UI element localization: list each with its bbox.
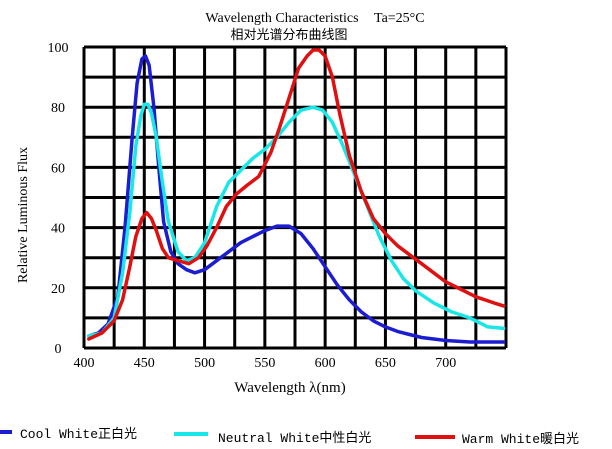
legend-label-cool-white: Cool White正白光 [20, 426, 137, 442]
y-tick-label: 20 [51, 282, 65, 297]
legend-item-cool-white: Cool White正白光 [0, 426, 137, 442]
x-tick-labels: 400 450 500 550 600 650 700 [74, 356, 457, 371]
chart-title-condition: Ta=25°C [374, 11, 425, 26]
chart-subtitle: 相对光谱分布曲线图 [230, 27, 347, 42]
series-line-warm-white [87, 48, 506, 341]
x-tick-label: 500 [194, 356, 215, 371]
legend-label-neutral-white: Neutral White中性白光 [218, 430, 371, 446]
y-tick-labels: 0 20 40 60 80 100 [48, 41, 69, 357]
x-tick-label: 550 [254, 356, 275, 371]
y-tick-label: 40 [51, 222, 65, 237]
y-tick-label: 60 [51, 161, 65, 176]
series-line-cool-white [87, 54, 506, 344]
x-tick-label: 600 [315, 356, 336, 371]
legend-item-neutral-white: Neutral White中性白光 [174, 430, 371, 446]
x-axis-label: Wavelength λ(nm) [234, 380, 345, 396]
series-lines [87, 48, 506, 344]
y-axis-label: Relative Luminous Flux [16, 147, 31, 283]
legend-label-warm-white: Warm White暖白光 [462, 431, 579, 447]
grid [82, 45, 508, 350]
legend: Cool White正白光 Neutral White中性白光 Warm Whi… [0, 426, 579, 447]
x-tick-label: 700 [435, 356, 456, 371]
x-tick-label: 650 [375, 356, 396, 371]
y-tick-label: 0 [55, 342, 62, 357]
y-tick-label: 80 [51, 101, 65, 116]
series-line-neutral-white [87, 102, 506, 338]
x-tick-label: 400 [74, 356, 95, 371]
y-tick-label: 100 [48, 41, 69, 56]
legend-item-warm-white: Warm White暖白光 [415, 431, 579, 447]
x-tick-label: 450 [134, 356, 155, 371]
chart-title: Wavelength Characteristics [205, 11, 358, 26]
